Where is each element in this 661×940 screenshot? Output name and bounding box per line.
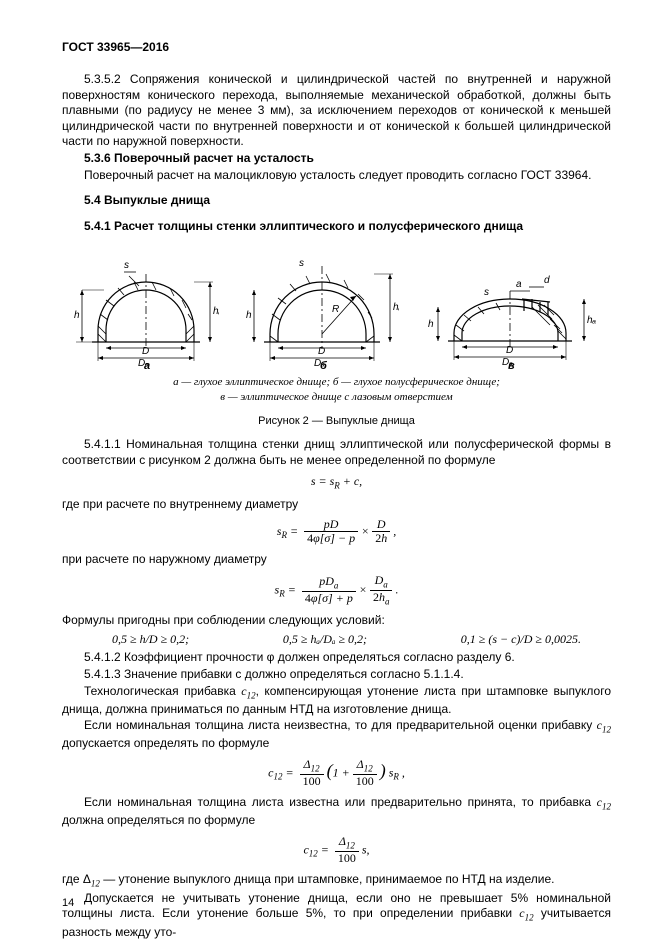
para-5352: 5.3.5.2 Сопряжения конической и цилиндри… <box>62 72 611 150</box>
txt-outer: при расчете по наружному диаметру <box>62 552 611 568</box>
svg-text:D: D <box>142 346 149 357</box>
formula-s: s = sR + c, <box>62 474 611 490</box>
para-5413a: 5.4.1.3 Значение прибавки с должно опред… <box>62 667 611 683</box>
svg-text:d: d <box>544 275 550 286</box>
svg-text:h: h <box>246 310 252 321</box>
figure-title: Рисунок 2 — Выпуклые днища <box>62 415 611 427</box>
formula-c12-known: c12 = Δ12100 s, <box>62 835 611 866</box>
conditions: 0,5 ≥ h/D ≥ 0,2; 0,5 ≥ hₐ/Dₐ ≥ 0,2; 0,1 … <box>62 629 611 650</box>
figure-2b: R D Dₐ h hₐ s б <box>244 244 399 369</box>
para-5413b: Технологическая прибавка c12, компенсиру… <box>62 684 611 718</box>
para-known: Если номинальная толщина листа известна … <box>62 795 611 829</box>
formula-sr-outer: sR = pDa4φ[σ] + p × Da2ha . <box>62 574 611 607</box>
svg-text:h: h <box>428 319 434 330</box>
heading-536: 5.3.6 Поверочный расчет на усталость <box>62 151 611 167</box>
formula-sr-inner: sR = pD4φ[σ] − p × D2h , <box>62 518 611 546</box>
svg-text:a: a <box>516 279 522 290</box>
txt-cond: Формулы пригодны при соблюдении следующи… <box>62 613 611 629</box>
svg-text:s: s <box>484 287 489 298</box>
svg-text:в: в <box>508 360 515 369</box>
para-536: Поверочный расчет на малоцикловую устало… <box>62 168 611 184</box>
figure-caption: а — глухое эллиптическое днище; б — глух… <box>62 375 611 405</box>
para-last: Допускается не учитывать утонение днища,… <box>62 891 611 940</box>
svg-text:R: R <box>332 304 339 315</box>
para-unknown: Если номинальная толщина листа неизвестн… <box>62 718 611 752</box>
svg-text:hₐ: hₐ <box>587 315 597 326</box>
figure-2: D Dₐ h hₐ s а <box>62 244 611 369</box>
figure-2a: D Dₐ h hₐ s а <box>74 254 219 369</box>
svg-text:D: D <box>318 346 325 357</box>
figure-2v: D Dₐ h hₐ s a d в <box>424 269 599 369</box>
doc-header: ГОСТ 33965—2016 <box>62 40 611 54</box>
svg-text:D: D <box>506 345 513 356</box>
para-5412: 5.4.1.2 Коэффициент прочности φ должен о… <box>62 650 611 666</box>
svg-text:h: h <box>74 310 80 321</box>
heading-541: 5.4.1 Расчет толщины стенки эллиптическо… <box>62 219 611 235</box>
svg-text:s: s <box>299 258 304 269</box>
heading-54: 5.4 Выпуклые днища <box>62 193 611 209</box>
delta-note: где Δ12 — утонение выпуклого днища при ш… <box>62 872 611 890</box>
para-5411: 5.4.1.1 Номинальная толщина стенки днищ … <box>62 437 611 468</box>
svg-text:s: s <box>124 260 129 271</box>
formula-c12-unknown: c12 = Δ12100 (1 + Δ12100 ) sR , <box>62 758 611 789</box>
svg-text:а: а <box>144 360 150 369</box>
svg-text:б: б <box>320 360 328 369</box>
svg-text:hₐ: hₐ <box>213 306 219 317</box>
svg-text:hₐ: hₐ <box>393 302 399 313</box>
page-number: 14 <box>62 897 74 909</box>
txt-inner: где при расчете по внутреннему диаметру <box>62 497 611 513</box>
